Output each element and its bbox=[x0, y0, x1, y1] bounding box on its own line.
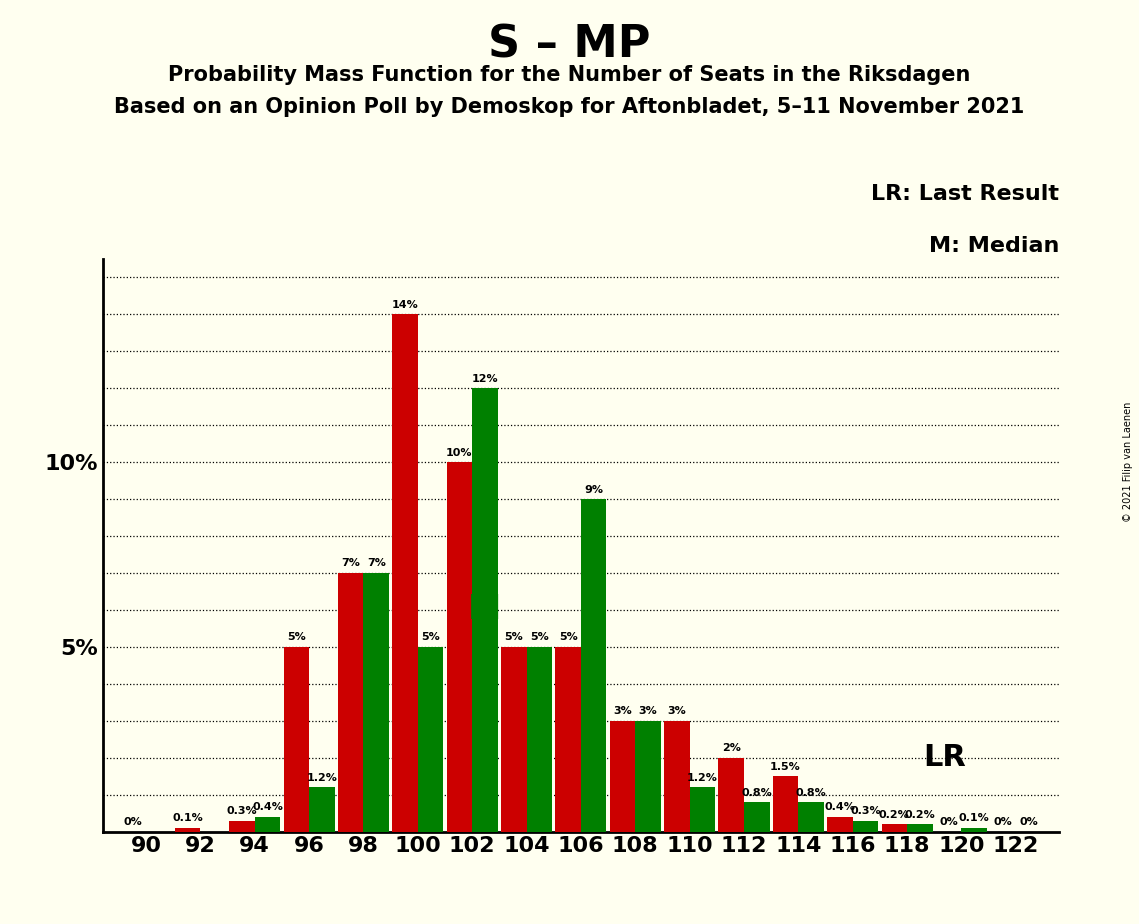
Text: LR: LR bbox=[924, 743, 966, 772]
Text: 14%: 14% bbox=[392, 299, 418, 310]
Bar bbox=[719, 758, 744, 832]
Text: Probability Mass Function for the Number of Seats in the Riksdagen: Probability Mass Function for the Number… bbox=[169, 65, 970, 85]
Bar bbox=[338, 573, 363, 832]
Text: 0.8%: 0.8% bbox=[796, 787, 827, 797]
Text: 5%: 5% bbox=[530, 632, 549, 642]
Text: 10%: 10% bbox=[446, 447, 473, 457]
Bar bbox=[556, 647, 581, 832]
Bar bbox=[392, 314, 418, 832]
Text: 0.8%: 0.8% bbox=[741, 787, 772, 797]
Text: 3%: 3% bbox=[613, 706, 632, 716]
Text: 0%: 0% bbox=[124, 817, 142, 827]
Text: LR: Last Result: LR: Last Result bbox=[871, 184, 1059, 204]
Text: 9%: 9% bbox=[584, 484, 604, 494]
Bar bbox=[501, 647, 526, 832]
Text: 2%: 2% bbox=[722, 743, 740, 753]
Text: 12%: 12% bbox=[472, 373, 498, 383]
Text: Based on an Opinion Poll by Demoskop for Aftonbladet, 5–11 November 2021: Based on an Opinion Poll by Demoskop for… bbox=[114, 97, 1025, 117]
Bar bbox=[882, 824, 907, 832]
Text: 0.4%: 0.4% bbox=[825, 802, 855, 812]
Text: 1.2%: 1.2% bbox=[687, 772, 718, 783]
Text: M: M bbox=[468, 593, 501, 626]
Bar bbox=[798, 802, 823, 832]
Bar bbox=[229, 821, 255, 832]
Text: 5%: 5% bbox=[505, 632, 523, 642]
Bar bbox=[689, 787, 715, 832]
Text: 0.2%: 0.2% bbox=[879, 809, 910, 820]
Bar bbox=[744, 802, 770, 832]
Text: 0.3%: 0.3% bbox=[850, 806, 880, 816]
Bar bbox=[907, 824, 933, 832]
Text: 0%: 0% bbox=[1019, 817, 1038, 827]
Bar bbox=[526, 647, 552, 832]
Text: 3%: 3% bbox=[667, 706, 686, 716]
Text: 0%: 0% bbox=[993, 817, 1013, 827]
Text: 7%: 7% bbox=[342, 558, 360, 568]
Bar bbox=[609, 721, 636, 832]
Bar bbox=[309, 787, 335, 832]
Text: 7%: 7% bbox=[367, 558, 386, 568]
Text: M: Median: M: Median bbox=[929, 236, 1059, 256]
Text: 0.3%: 0.3% bbox=[227, 806, 257, 816]
Text: 5%: 5% bbox=[287, 632, 305, 642]
Bar bbox=[473, 388, 498, 832]
Bar bbox=[418, 647, 443, 832]
Bar bbox=[255, 817, 280, 832]
Bar bbox=[853, 821, 878, 832]
Bar bbox=[446, 462, 473, 832]
Text: 0%: 0% bbox=[940, 817, 958, 827]
Bar bbox=[284, 647, 309, 832]
Bar bbox=[581, 499, 606, 832]
Text: 0.2%: 0.2% bbox=[904, 809, 935, 820]
Text: 0.1%: 0.1% bbox=[959, 813, 990, 823]
Bar bbox=[961, 828, 988, 832]
Text: S – MP: S – MP bbox=[489, 23, 650, 67]
Text: © 2021 Filip van Laenen: © 2021 Filip van Laenen bbox=[1123, 402, 1133, 522]
Bar bbox=[363, 573, 390, 832]
Bar bbox=[827, 817, 853, 832]
Bar bbox=[664, 721, 689, 832]
Text: 3%: 3% bbox=[639, 706, 657, 716]
Text: 1.5%: 1.5% bbox=[770, 761, 801, 772]
Bar bbox=[772, 776, 798, 832]
Text: 5%: 5% bbox=[421, 632, 440, 642]
Text: 0.1%: 0.1% bbox=[172, 813, 203, 823]
Text: 5%: 5% bbox=[559, 632, 577, 642]
Bar bbox=[636, 721, 661, 832]
Text: 0.4%: 0.4% bbox=[252, 802, 282, 812]
Text: 1.2%: 1.2% bbox=[306, 772, 337, 783]
Bar bbox=[174, 828, 200, 832]
